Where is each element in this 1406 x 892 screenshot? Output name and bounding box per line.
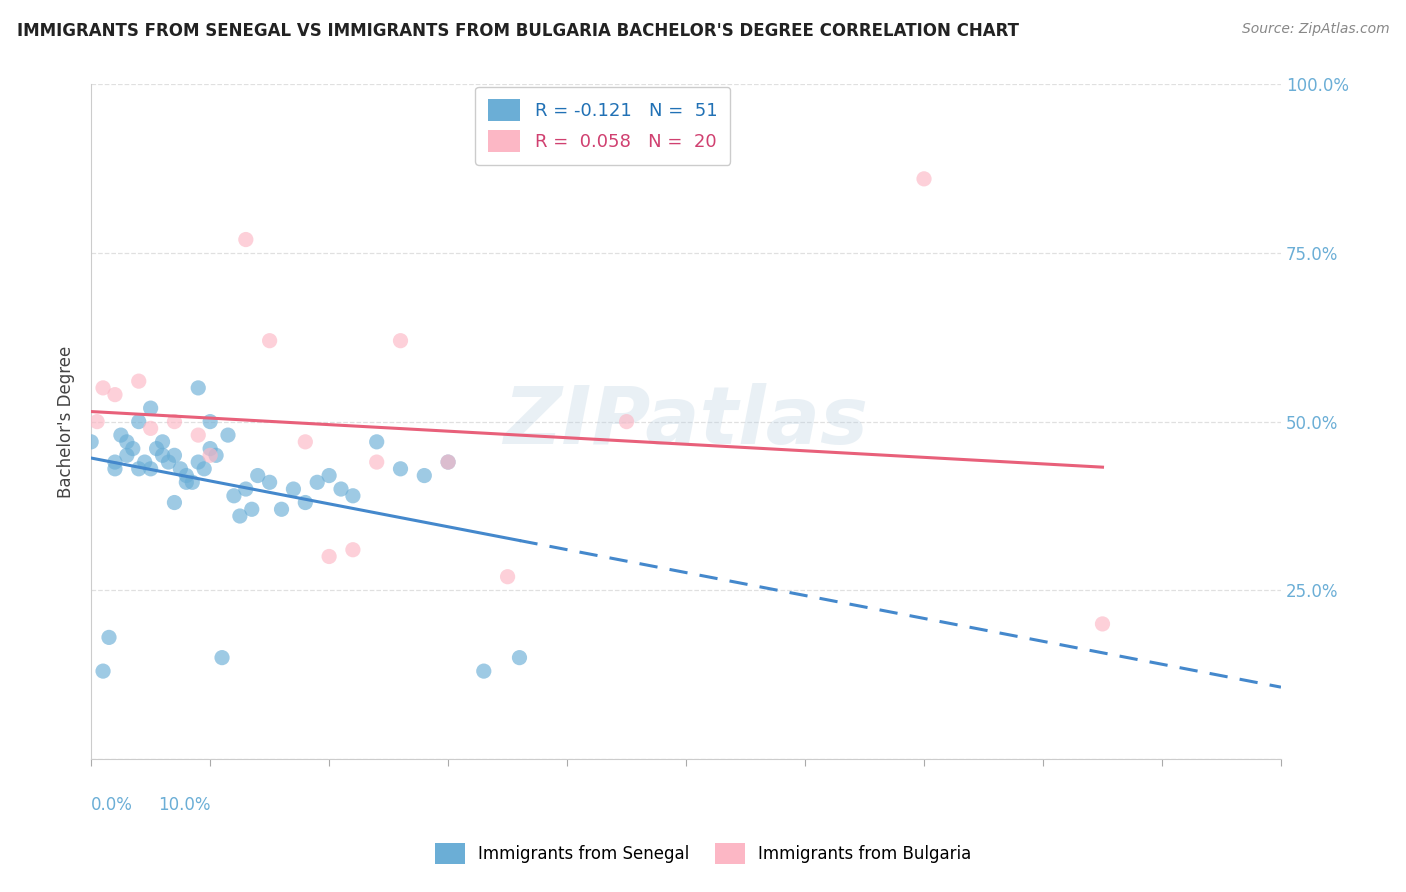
Legend: Immigrants from Senegal, Immigrants from Bulgaria: Immigrants from Senegal, Immigrants from… [429, 837, 977, 871]
Point [294, 495, 316, 509]
Point [128, 462, 150, 476]
Point [198, 415, 221, 429]
Point [235, 233, 257, 247]
Point [413, 468, 436, 483]
Point [91, 381, 114, 395]
Point [176, 468, 198, 483]
Point [152, 434, 174, 449]
Point [283, 482, 305, 496]
Point [115, 434, 138, 449]
Point [198, 442, 221, 456]
Point [616, 415, 638, 429]
Point [104, 387, 127, 401]
Y-axis label: Bachelor's Degree: Bachelor's Degree [58, 345, 75, 498]
Point [472, 664, 495, 678]
Point [145, 442, 167, 456]
Point [240, 502, 263, 516]
Point [163, 415, 186, 429]
Point [163, 448, 186, 462]
Point [187, 455, 209, 469]
Point [98, 631, 121, 645]
Point [110, 428, 132, 442]
Point [128, 374, 150, 388]
Point [508, 650, 530, 665]
Legend: R = -0.121   N =  51, R =  0.058   N =  20: R = -0.121 N = 51, R = 0.058 N = 20 [475, 87, 730, 165]
Point [104, 455, 127, 469]
Point [139, 401, 162, 416]
Point [496, 570, 519, 584]
Text: ZIPatlas: ZIPatlas [503, 383, 869, 460]
Text: 10.0%: 10.0% [157, 796, 209, 814]
Point [139, 421, 162, 435]
Point [211, 650, 233, 665]
Point [104, 462, 127, 476]
Point [437, 455, 460, 469]
Point [246, 468, 269, 483]
Point [176, 475, 198, 490]
Point [235, 482, 257, 496]
Point [318, 468, 340, 483]
Point [198, 448, 221, 462]
Text: IMMIGRANTS FROM SENEGAL VS IMMIGRANTS FROM BULGARIA BACHELOR'S DEGREE CORRELATIO: IMMIGRANTS FROM SENEGAL VS IMMIGRANTS FR… [17, 22, 1019, 40]
Point [169, 462, 191, 476]
Point [134, 455, 156, 469]
Point [157, 455, 180, 469]
Point [389, 334, 412, 348]
Point [342, 542, 364, 557]
Point [342, 489, 364, 503]
Point [294, 434, 316, 449]
Point [222, 489, 245, 503]
Point [389, 462, 412, 476]
Point [128, 415, 150, 429]
Point [115, 448, 138, 462]
Point [259, 334, 281, 348]
Point [318, 549, 340, 564]
Point [1091, 616, 1114, 631]
Point [270, 502, 292, 516]
Point [181, 475, 204, 490]
Point [229, 508, 252, 523]
Text: Source: ZipAtlas.com: Source: ZipAtlas.com [1241, 22, 1389, 37]
Point [86, 415, 108, 429]
Point [259, 475, 281, 490]
Point [193, 462, 215, 476]
Point [205, 448, 228, 462]
Point [912, 172, 935, 186]
Point [80, 434, 103, 449]
Point [187, 381, 209, 395]
Point [163, 495, 186, 509]
Point [217, 428, 239, 442]
Point [139, 462, 162, 476]
Point [366, 455, 388, 469]
Point [307, 475, 329, 490]
Point [91, 664, 114, 678]
Point [152, 448, 174, 462]
Point [121, 442, 143, 456]
Text: 0.0%: 0.0% [91, 796, 134, 814]
Point [330, 482, 353, 496]
Point [187, 428, 209, 442]
Point [437, 455, 460, 469]
Point [366, 434, 388, 449]
